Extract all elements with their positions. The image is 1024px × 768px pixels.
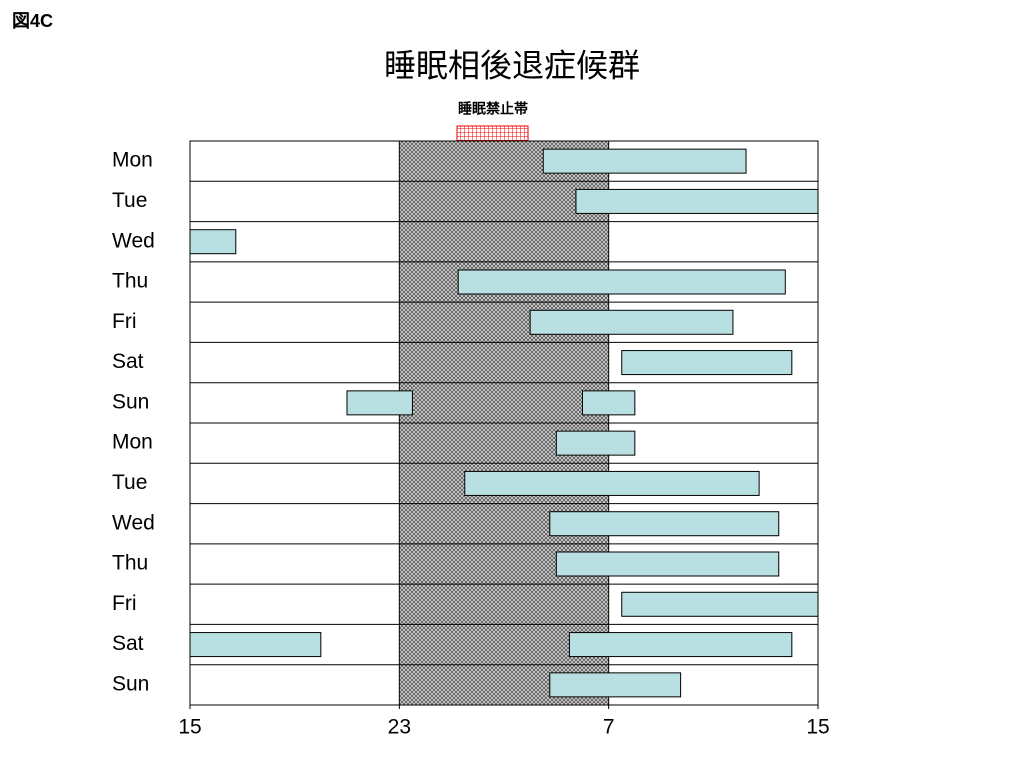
corner-label: 図4C xyxy=(12,11,53,31)
sleep-bar xyxy=(582,390,636,416)
row-label: Sat xyxy=(112,632,144,655)
sleep-bar xyxy=(529,309,734,335)
row-label: Sat xyxy=(112,350,144,373)
x-tick-label: 15 xyxy=(806,716,829,739)
row-label: Wed xyxy=(112,229,155,252)
sleep-bar xyxy=(189,632,322,658)
x-tick-label: 7 xyxy=(603,716,615,739)
row-label: Thu xyxy=(112,270,148,293)
row-label: Sun xyxy=(112,672,149,695)
sleep-bar xyxy=(621,591,819,617)
row-label: Fri xyxy=(112,592,137,615)
sleep-bar xyxy=(621,350,793,376)
plot-border xyxy=(189,140,819,706)
x-tick-label: 23 xyxy=(388,716,411,739)
row-label: Thu xyxy=(112,552,148,575)
sleep-bar xyxy=(555,430,636,456)
sleep-bar xyxy=(549,511,780,537)
sleep-bar xyxy=(575,188,819,214)
sleep-bar xyxy=(346,390,413,416)
row-label: Sun xyxy=(112,390,149,413)
band-legend-label: 睡眠禁止帯 xyxy=(458,101,528,117)
row-label: Fri xyxy=(112,310,137,333)
sleep-bar xyxy=(542,148,747,174)
sleep-bar xyxy=(464,470,760,496)
sleep-bar xyxy=(189,229,237,255)
chart-title: 睡眠相後退症候群 xyxy=(384,47,640,83)
sleep-bar xyxy=(555,551,780,577)
row-label: Mon xyxy=(112,431,153,454)
row-label: Wed xyxy=(112,511,155,534)
row-label: Tue xyxy=(112,471,147,494)
sleep-bar xyxy=(568,632,793,658)
sleep-bar xyxy=(549,672,682,698)
x-tick-label: 15 xyxy=(178,716,201,739)
row-label: Mon xyxy=(112,149,153,172)
band-legend-swatch xyxy=(456,125,529,142)
sleep-bar xyxy=(457,269,786,295)
row-label: Tue xyxy=(112,189,147,212)
